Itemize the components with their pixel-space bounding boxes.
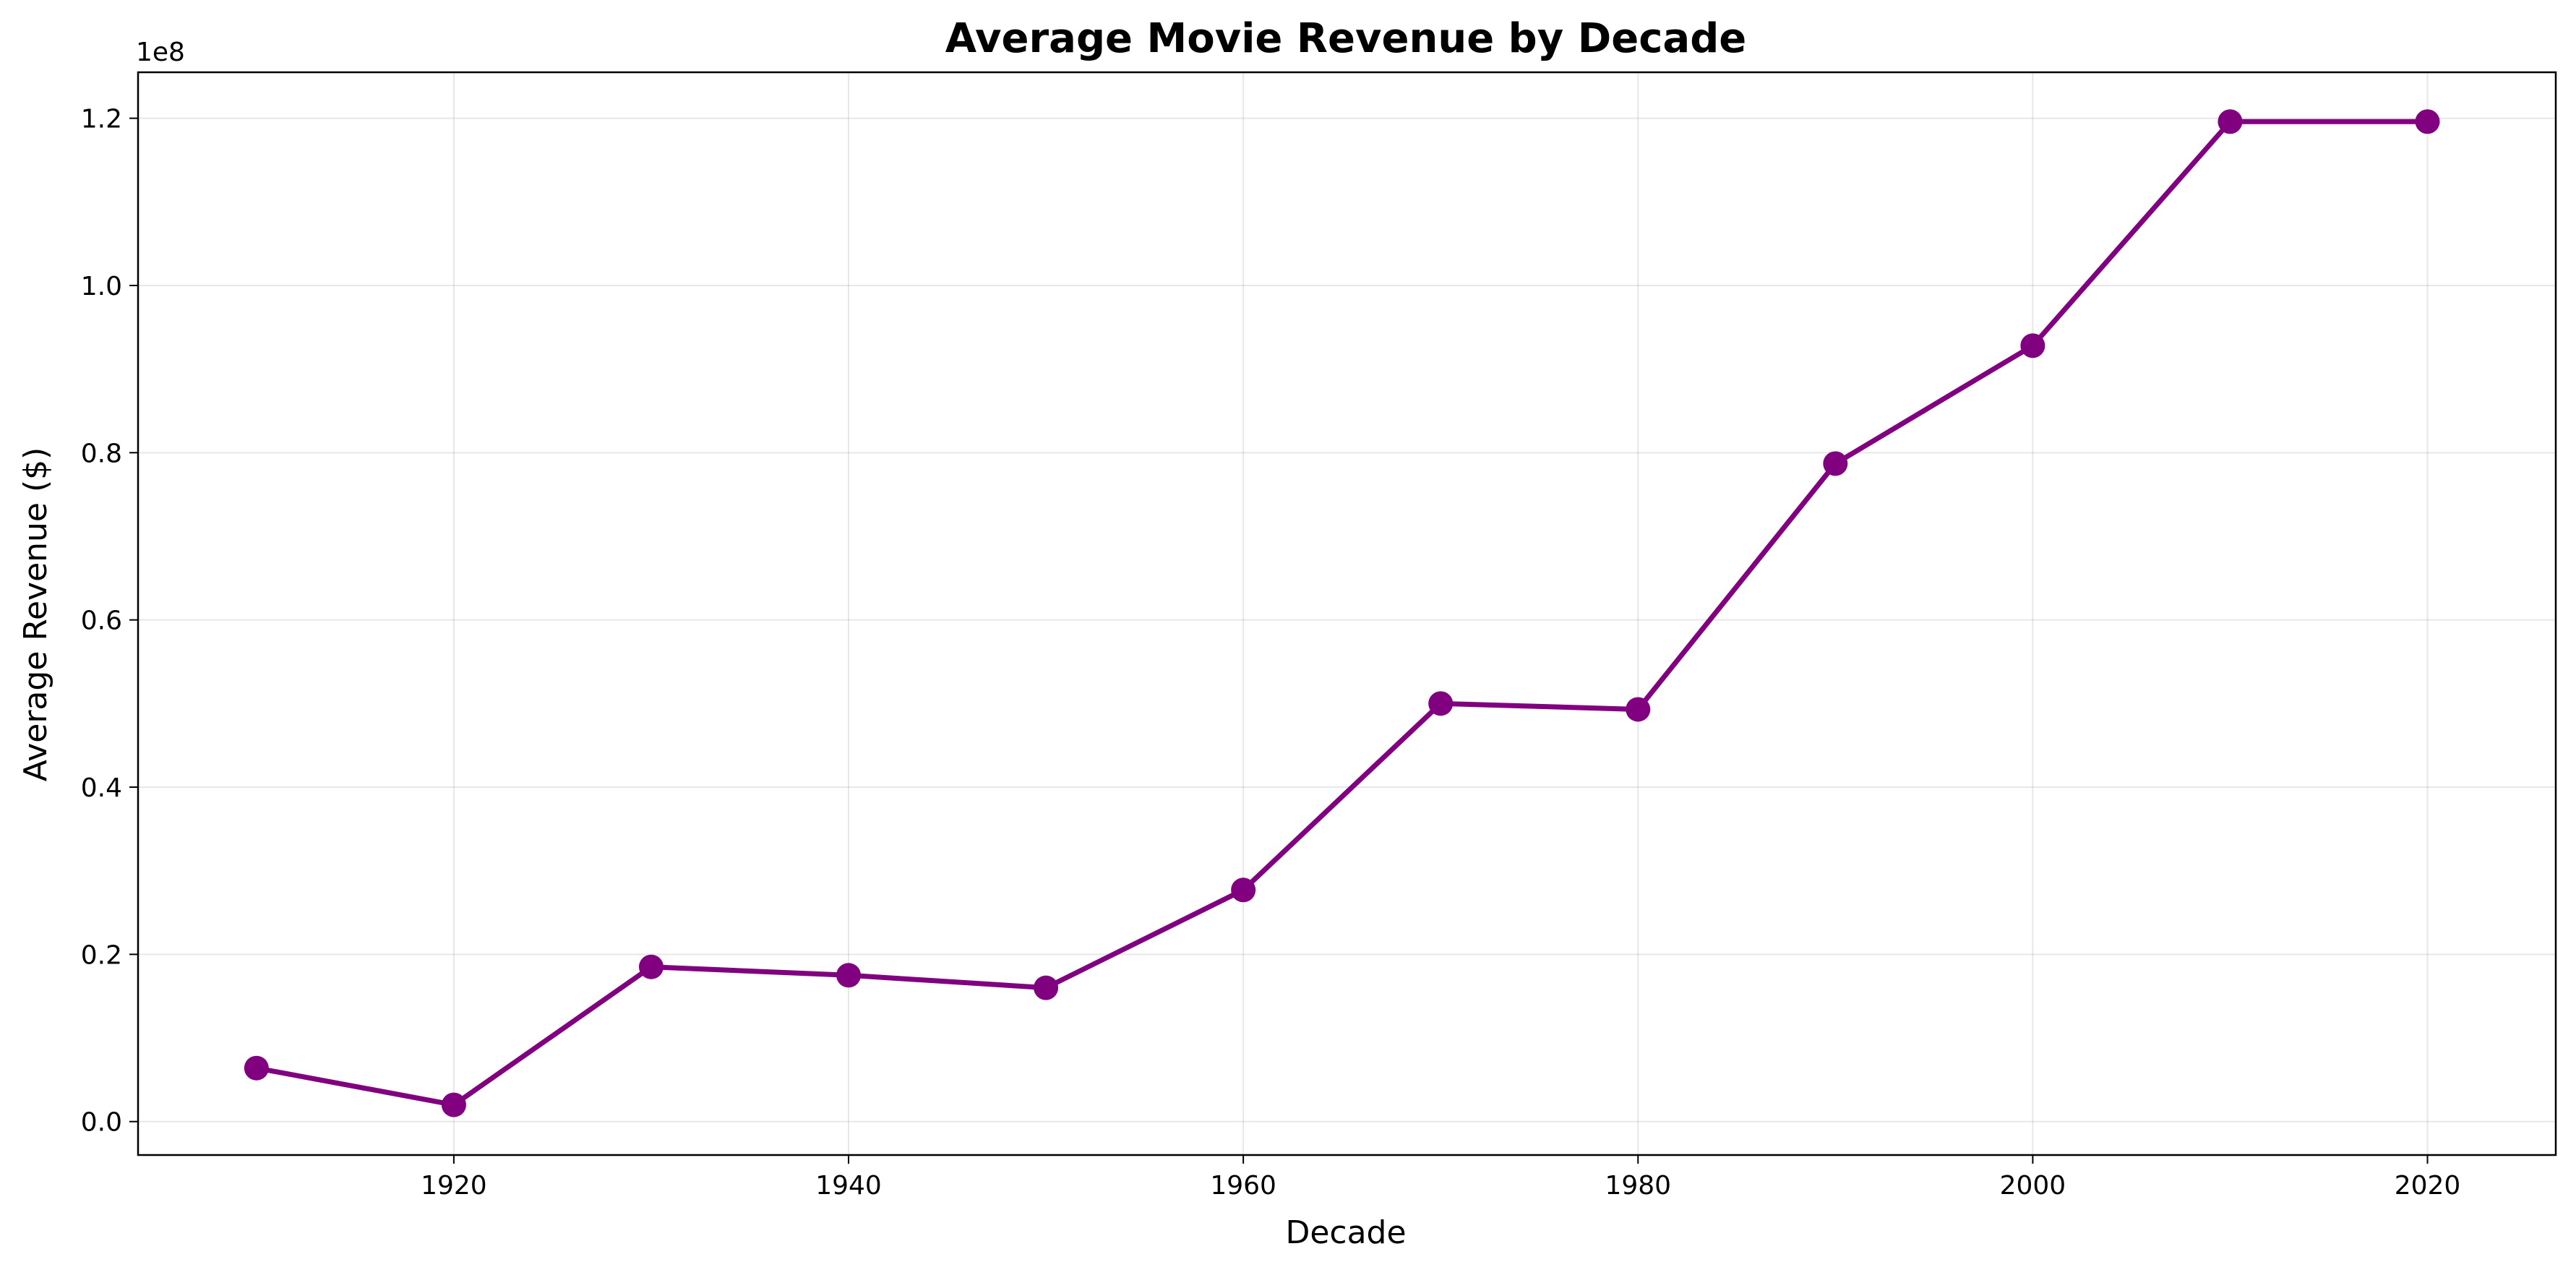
data-point <box>1428 691 1454 716</box>
data-point <box>2020 333 2045 359</box>
y-axis-label: Average Revenue ($) <box>17 447 54 782</box>
data-point <box>836 963 862 988</box>
x-tick-label: 1960 <box>1210 1171 1276 1201</box>
data-point <box>1823 451 1848 476</box>
x-tick-label: 2020 <box>2395 1171 2461 1201</box>
data-point <box>441 1092 466 1117</box>
y-axis-offset-label: 1e8 <box>136 38 185 67</box>
axis-ticks: 1920 1940 1960 1980 2000 2020 0.0 0.2 0.4 0.6 0.8 1… <box>81 105 2461 1201</box>
series-layer <box>244 109 2440 1117</box>
data-point <box>1034 975 1059 1000</box>
y-tick-label: 0.4 <box>81 773 122 803</box>
data-point <box>2415 109 2440 134</box>
data-point <box>2217 109 2243 134</box>
data-point <box>244 1055 269 1081</box>
x-axis-label: Decade <box>1285 1214 1406 1251</box>
series-line <box>254 119 2431 1108</box>
x-tick-label: 1980 <box>1605 1171 1671 1201</box>
chart-title: Average Movie Revenue by Decade <box>945 15 1747 62</box>
data-point <box>1231 877 1256 903</box>
x-tick-label: 1920 <box>421 1171 487 1201</box>
plot-frame <box>137 71 2557 1156</box>
y-tick-label: 0.6 <box>81 606 122 636</box>
x-tick-label: 1940 <box>815 1171 882 1201</box>
y-tick-label: 1.2 <box>81 105 122 134</box>
x-tick-label: 2000 <box>2000 1171 2066 1201</box>
y-tick-label: 0.0 <box>81 1108 122 1138</box>
grid-lines <box>138 72 2556 1155</box>
data-point <box>1626 697 1651 722</box>
y-tick-label: 0.8 <box>81 439 122 468</box>
y-tick-label: 0.2 <box>81 940 122 970</box>
y-tick-label: 1.0 <box>81 272 122 301</box>
data-point <box>638 954 664 979</box>
